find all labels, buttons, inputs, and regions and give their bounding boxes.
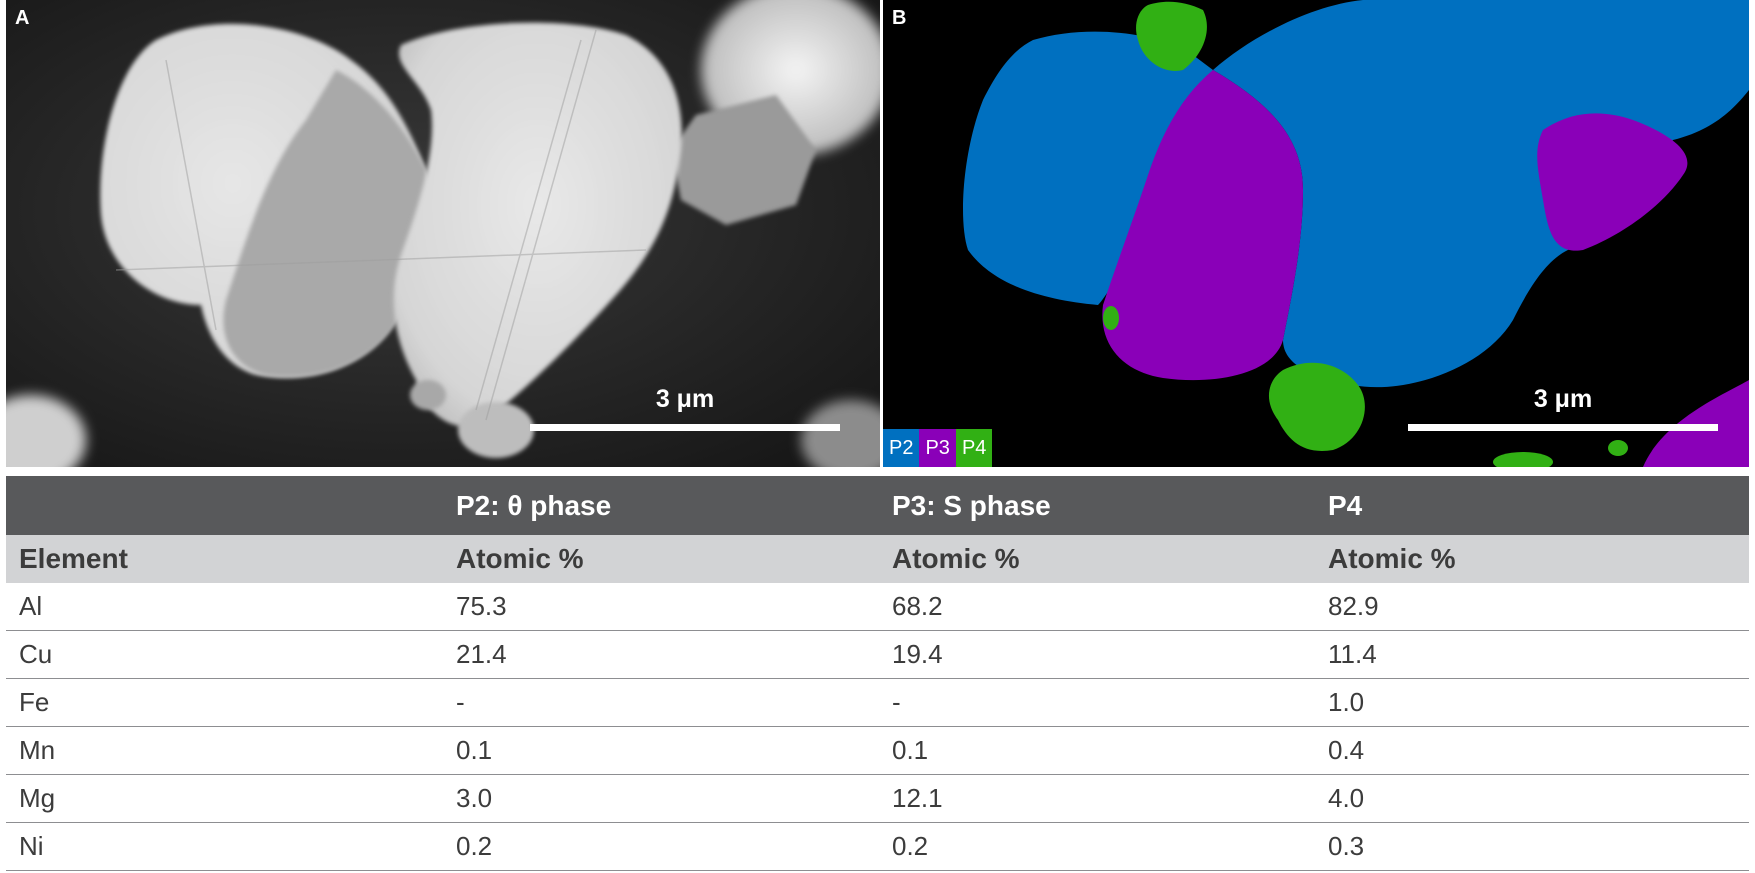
value-cell: 3.0 xyxy=(443,774,879,823)
panel-letter-b: B xyxy=(892,7,907,29)
value-cell: 0.3 xyxy=(1315,822,1749,871)
element-cell: Mg xyxy=(6,774,443,823)
scale-bar-label-a: 3 μm xyxy=(655,385,715,413)
value-cell: 1.0 xyxy=(1315,678,1749,727)
element-cell: Ni xyxy=(6,822,443,871)
value-cell: 12.1 xyxy=(879,774,1315,823)
phase-legend: P2 P3 P4 xyxy=(883,429,993,467)
value-cell: 0.2 xyxy=(879,822,1315,871)
composition-table: P2: θ phase P3: S phase P4 Element Atomi… xyxy=(6,476,1749,871)
legend-chip-p2: P2 xyxy=(883,429,920,467)
micrograph-image xyxy=(6,0,880,467)
legend-chip-p4: P4 xyxy=(955,429,993,467)
element-cell: Fe xyxy=(6,678,443,727)
value-cell: 75.3 xyxy=(443,583,879,631)
panel-letter-a: A xyxy=(15,7,30,29)
legend-chip-p3: P3 xyxy=(919,429,956,467)
value-cell: - xyxy=(879,678,1315,727)
column-header-cell: Atomic % xyxy=(879,535,1315,583)
table-row: Fe - - 1.0 xyxy=(6,678,1749,727)
column-header-cell: Element xyxy=(6,535,443,583)
scale-bar-a xyxy=(530,424,840,431)
table-row: Mg 3.0 12.1 4.0 xyxy=(6,774,1749,823)
value-cell: 0.2 xyxy=(443,822,879,871)
column-header-cell: Atomic % xyxy=(1315,535,1749,583)
element-cell: Al xyxy=(6,583,443,631)
column-header-row: Element Atomic % Atomic % Atomic % xyxy=(6,535,1749,583)
scale-bar-label-b: 3 μm xyxy=(1533,385,1593,413)
phase-header-cell xyxy=(6,476,443,535)
phase-header-cell: P2: θ phase xyxy=(443,476,879,535)
value-cell: 0.1 xyxy=(443,726,879,775)
value-cell: 0.1 xyxy=(879,726,1315,775)
phase-map-image xyxy=(883,0,1749,467)
phase-header-cell: P4 xyxy=(1315,476,1749,535)
table-row: Al 75.3 68.2 82.9 xyxy=(6,583,1749,631)
value-cell: 0.4 xyxy=(1315,726,1749,775)
value-cell: 19.4 xyxy=(879,630,1315,679)
value-cell: - xyxy=(443,678,879,727)
value-cell: 4.0 xyxy=(1315,774,1749,823)
figure-panels: A 3 μm B 3 μm xyxy=(6,0,1749,467)
phase-header-cell: P3: S phase xyxy=(879,476,1315,535)
table-row: Ni 0.2 0.2 0.3 xyxy=(6,822,1749,871)
micrograph-panel-a: A 3 μm xyxy=(6,0,880,467)
table-row: Cu 21.4 19.4 11.4 xyxy=(6,630,1749,679)
element-cell: Mn xyxy=(6,726,443,775)
element-cell: Cu xyxy=(6,630,443,679)
value-cell: 11.4 xyxy=(1315,630,1749,679)
value-cell: 68.2 xyxy=(879,583,1315,631)
value-cell: 82.9 xyxy=(1315,583,1749,631)
scale-bar-b xyxy=(1408,424,1718,431)
phase-header-row: P2: θ phase P3: S phase P4 xyxy=(6,476,1749,535)
value-cell: 21.4 xyxy=(443,630,879,679)
table-row: Mn 0.1 0.1 0.4 xyxy=(6,726,1749,775)
phase-map-panel-b: B 3 μm P2 P3 P4 xyxy=(883,0,1749,467)
column-header-cell: Atomic % xyxy=(443,535,879,583)
